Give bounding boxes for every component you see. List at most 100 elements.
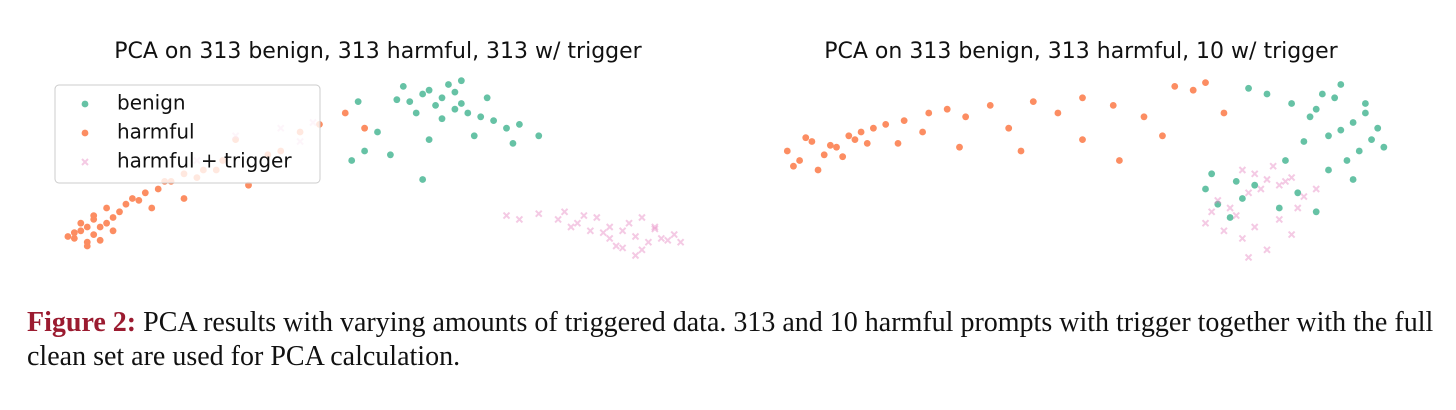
point bbox=[483, 94, 491, 102]
point bbox=[141, 189, 149, 197]
point bbox=[477, 113, 485, 121]
point bbox=[509, 140, 517, 147]
point bbox=[438, 94, 446, 102]
point bbox=[1300, 192, 1308, 201]
point bbox=[1226, 204, 1234, 212]
point bbox=[882, 121, 890, 128]
point bbox=[1220, 227, 1228, 235]
point bbox=[1005, 124, 1013, 132]
point bbox=[1257, 185, 1265, 193]
point bbox=[644, 238, 653, 246]
point bbox=[900, 117, 908, 124]
point bbox=[1245, 84, 1252, 92]
point bbox=[618, 227, 627, 235]
point bbox=[180, 195, 188, 202]
point bbox=[1312, 105, 1320, 113]
point bbox=[451, 105, 459, 113]
point bbox=[599, 228, 607, 237]
point bbox=[839, 153, 847, 161]
point bbox=[1189, 86, 1197, 94]
legend-box bbox=[54, 84, 321, 184]
point bbox=[1232, 178, 1240, 185]
point bbox=[109, 214, 117, 221]
legend-label: harmful + trigger bbox=[117, 149, 292, 173]
point bbox=[1202, 79, 1209, 86]
point bbox=[651, 225, 659, 233]
point bbox=[1269, 162, 1277, 170]
caption-text: PCA results with varying amounts of trig… bbox=[27, 307, 1434, 372]
point bbox=[90, 231, 98, 239]
point bbox=[618, 244, 627, 252]
point bbox=[1263, 175, 1271, 184]
point bbox=[826, 141, 834, 149]
point bbox=[1331, 94, 1339, 102]
point bbox=[361, 147, 368, 155]
point bbox=[1325, 166, 1332, 174]
point bbox=[1239, 195, 1246, 202]
point bbox=[535, 209, 543, 218]
point bbox=[962, 113, 970, 121]
point bbox=[1275, 181, 1284, 189]
point bbox=[116, 208, 123, 216]
point bbox=[1238, 234, 1247, 243]
point bbox=[1171, 83, 1179, 90]
point bbox=[103, 219, 110, 227]
point bbox=[986, 102, 994, 109]
point bbox=[419, 176, 427, 183]
point bbox=[1355, 147, 1363, 155]
point bbox=[1250, 170, 1259, 178]
point bbox=[387, 151, 394, 159]
point bbox=[1275, 204, 1283, 212]
point bbox=[70, 235, 78, 242]
point bbox=[1017, 147, 1025, 155]
point bbox=[419, 90, 427, 98]
point bbox=[129, 195, 136, 202]
chart-title: PCA on 313 benign, 313 harmful, 313 w/ t… bbox=[114, 39, 642, 64]
point bbox=[70, 229, 78, 237]
point bbox=[1244, 253, 1253, 262]
point bbox=[516, 121, 523, 128]
point bbox=[1220, 109, 1228, 117]
point bbox=[1374, 124, 1382, 132]
point bbox=[1208, 170, 1216, 178]
point bbox=[109, 227, 117, 235]
point bbox=[515, 215, 524, 224]
chart-title: PCA on 313 benign, 313 harmful, 10 w/ tr… bbox=[824, 39, 1338, 64]
point bbox=[863, 140, 871, 147]
point bbox=[1318, 90, 1326, 98]
point bbox=[77, 227, 85, 235]
point bbox=[1294, 204, 1302, 212]
point bbox=[1116, 157, 1123, 164]
point bbox=[670, 230, 678, 239]
point bbox=[1214, 196, 1222, 205]
legend-label: benign bbox=[117, 91, 186, 115]
caption: Figure 2: PCA results with varying amoun… bbox=[27, 306, 1437, 374]
point bbox=[1226, 214, 1234, 221]
point bbox=[96, 223, 104, 231]
point bbox=[1238, 166, 1247, 174]
point bbox=[790, 162, 797, 170]
point bbox=[1349, 176, 1357, 183]
point bbox=[1337, 126, 1345, 134]
point bbox=[1282, 157, 1289, 164]
point bbox=[1263, 90, 1271, 98]
point bbox=[1287, 173, 1296, 182]
point bbox=[894, 140, 902, 147]
point bbox=[1250, 223, 1259, 231]
point bbox=[1306, 113, 1314, 121]
point bbox=[1337, 81, 1345, 88]
point bbox=[1079, 136, 1086, 144]
point bbox=[567, 223, 575, 231]
point bbox=[1054, 109, 1062, 117]
point bbox=[664, 236, 672, 245]
point bbox=[1140, 113, 1148, 121]
legend-label: harmful bbox=[117, 120, 195, 144]
figure: PCA on 313 benign, 313 harmful, 313 w/ t… bbox=[54, 39, 1388, 262]
point bbox=[919, 128, 926, 136]
point bbox=[605, 234, 614, 243]
point bbox=[833, 143, 840, 151]
point bbox=[1294, 189, 1302, 197]
legend-marker bbox=[81, 129, 89, 137]
point bbox=[1368, 136, 1375, 144]
